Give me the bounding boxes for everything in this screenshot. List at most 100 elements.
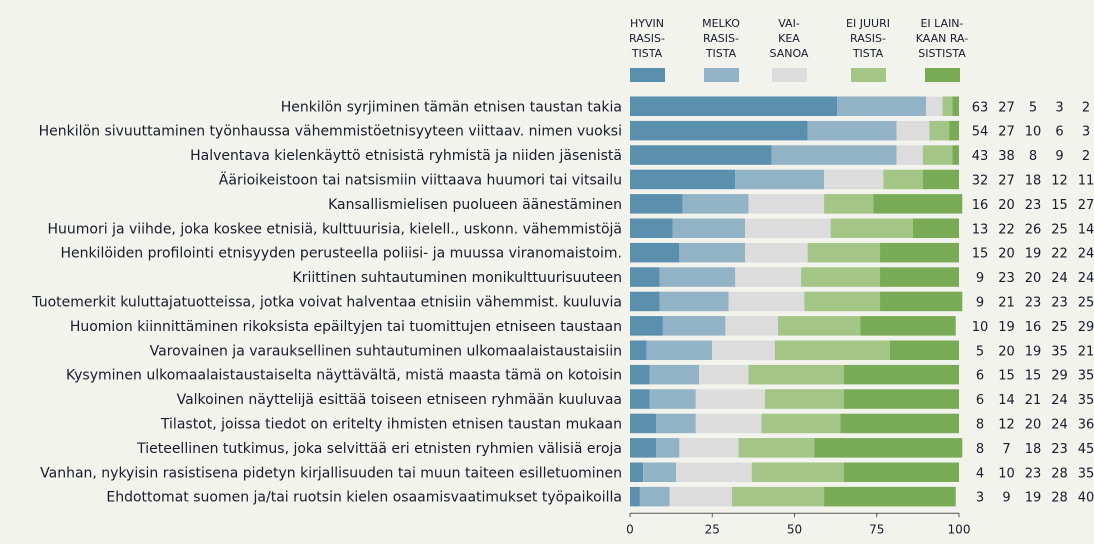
- data-label: 23: [998, 271, 1015, 286]
- bar-segment: [764, 389, 844, 409]
- legend-swatch: [630, 68, 665, 82]
- data-label: 23: [1025, 466, 1042, 481]
- bar-segment: [896, 120, 930, 141]
- bar-segment: [682, 194, 749, 214]
- bar-segment: [774, 340, 890, 360]
- data-label: 15: [1051, 198, 1068, 213]
- bar-segment: [649, 389, 696, 409]
- data-label: 27: [998, 100, 1015, 115]
- legend-label: RASIS-: [850, 32, 886, 45]
- category-label: Henkilöiden profilointi etnisyyden perus…: [60, 246, 622, 262]
- data-label: 29: [1078, 320, 1094, 335]
- bar-segment: [824, 194, 874, 214]
- bar-segment: [659, 267, 736, 287]
- category-label: Kansallismielisen puolueen äänestäminen: [328, 197, 622, 213]
- bar-segment: [699, 364, 749, 385]
- bar-segment: [860, 316, 956, 336]
- data-label: 20: [1025, 271, 1042, 286]
- data-label: 8: [976, 417, 984, 432]
- x-tick-label: 0: [626, 522, 634, 536]
- bar-segment: [926, 96, 943, 116]
- bar-segment: [880, 242, 959, 263]
- legend-label: EI JUURI: [846, 17, 890, 30]
- data-label: 36: [1078, 417, 1094, 432]
- data-label: 19: [1025, 491, 1042, 506]
- bar-segment: [630, 120, 808, 141]
- data-label: 24: [1051, 271, 1068, 286]
- bar-segment: [889, 340, 959, 360]
- bar-segment: [646, 340, 713, 360]
- data-label: 21: [1025, 393, 1042, 408]
- data-label: 35: [1078, 466, 1094, 481]
- bar-segment: [837, 96, 927, 116]
- data-label: 10: [998, 466, 1015, 481]
- legend-swatch: [851, 68, 886, 82]
- data-label: 11: [1078, 173, 1094, 188]
- data-label: 24: [1051, 393, 1068, 408]
- data-label: 12: [998, 417, 1015, 432]
- bar-segment: [929, 120, 950, 141]
- legend-label: SANOA: [770, 47, 809, 60]
- data-label: 24: [1051, 417, 1068, 432]
- data-label: 5: [1029, 100, 1037, 115]
- category-label: Henkilön sivuuttaminen työnhaussa vähemm…: [39, 124, 622, 140]
- bar-segment: [843, 389, 959, 409]
- bar-segment: [912, 218, 959, 238]
- data-label: 43: [972, 149, 989, 164]
- category-label: Halventava kielenkäyttö etnisistä ryhmis…: [190, 148, 622, 164]
- bar-segment: [649, 364, 700, 385]
- data-label: 20: [1025, 417, 1042, 432]
- data-label: 21: [998, 295, 1015, 310]
- bar-segment: [656, 413, 696, 434]
- data-label: 7: [1002, 442, 1010, 457]
- bar-segment: [630, 462, 644, 482]
- data-label: 5: [976, 344, 984, 359]
- bar-segment: [824, 486, 956, 507]
- legend-label: TISTA: [705, 47, 737, 60]
- data-label: 10: [972, 320, 989, 335]
- bar-segment: [731, 486, 825, 507]
- bar-segment: [679, 242, 746, 263]
- data-label: 3: [1055, 100, 1063, 115]
- data-label: 14: [1078, 222, 1094, 237]
- legend-label: HYVIN: [630, 17, 664, 30]
- category-label: Valkoinen näyttelijä esittää toiseen etn…: [177, 392, 622, 408]
- category-label: Äärioikeistoon tai natsismiin viittaava …: [219, 170, 622, 188]
- bar-segment: [639, 486, 670, 507]
- bar-segment: [659, 291, 729, 312]
- data-label: 23: [1051, 295, 1068, 310]
- category-label: Varovainen ja varauksellinen suhtautumin…: [150, 343, 622, 359]
- legend-label: SISTISTA: [918, 47, 966, 60]
- bar-segment: [840, 413, 959, 434]
- data-label: 63: [972, 100, 989, 115]
- data-label: 35: [1078, 369, 1094, 384]
- category-label: Ehdottomat suomen ja/tai ruotsin kielen …: [106, 490, 622, 506]
- data-label: 18: [1025, 173, 1042, 188]
- legend-label: TISTA: [852, 47, 884, 60]
- data-label: 32: [972, 173, 989, 188]
- data-label: 6: [1055, 125, 1063, 140]
- bar-segment: [643, 462, 677, 482]
- data-label: 25: [1051, 320, 1068, 335]
- data-label: 27: [1078, 198, 1094, 213]
- bar-segment: [748, 194, 825, 214]
- data-label: 15: [1025, 369, 1042, 384]
- category-label: Tilastot, joissa tiedot on eritelty ihmi…: [160, 416, 622, 432]
- category-label: Huomion kiinnittäminen rikoksista epäilt…: [70, 319, 622, 335]
- bar-segment: [738, 438, 815, 458]
- category-label: Tuotemerkit kuluttajatuotteissa, jotka v…: [31, 294, 622, 310]
- data-label: 20: [998, 198, 1015, 213]
- bar-segment: [883, 169, 923, 190]
- bar-segment: [751, 462, 844, 482]
- data-label: 3: [976, 491, 984, 506]
- data-label: 20: [998, 247, 1015, 262]
- bar-segment: [824, 169, 884, 190]
- legend-label: TISTA: [631, 47, 663, 60]
- bar-segment: [949, 120, 959, 141]
- data-label: 28: [1051, 491, 1068, 506]
- legend-swatch: [704, 68, 739, 82]
- category-label: Tieteellinen tutkimus, joka selvittää er…: [136, 441, 622, 457]
- data-label: 12: [1051, 173, 1068, 188]
- bar-segment: [843, 462, 959, 482]
